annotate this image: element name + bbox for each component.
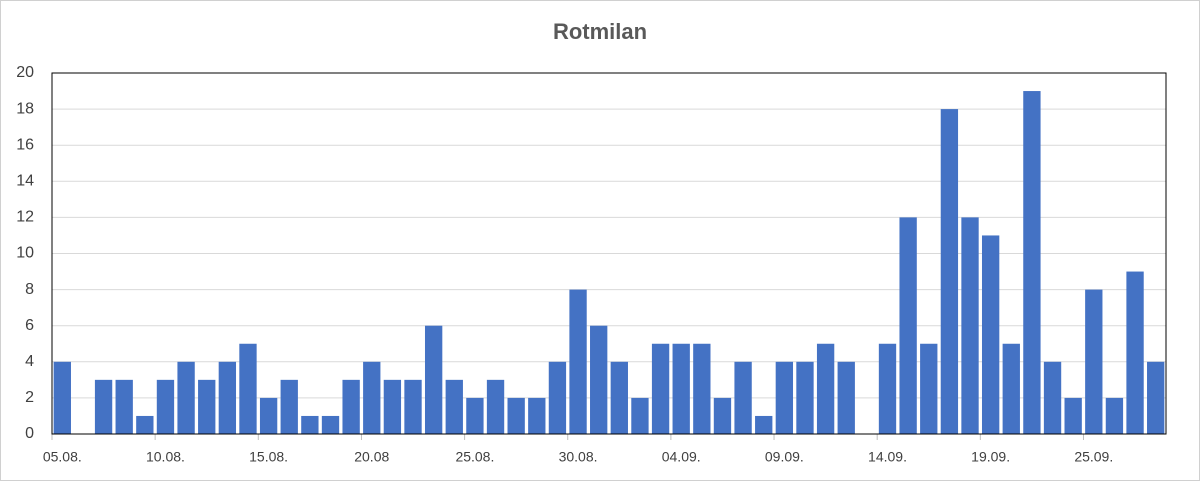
bar (693, 343, 711, 434)
x-tick-label: 20.08 (354, 449, 389, 465)
bar (1147, 361, 1165, 434)
bar (218, 361, 237, 434)
bar (383, 379, 402, 434)
bar (981, 235, 1000, 434)
bar (899, 217, 917, 434)
bar (198, 379, 216, 434)
bar (837, 361, 855, 434)
bar (280, 379, 298, 434)
bar (940, 109, 959, 434)
bar (301, 415, 319, 434)
bar (1002, 343, 1020, 434)
x-tick-label: 04.09. (662, 449, 701, 465)
x-tick-label: 30.08. (559, 449, 598, 465)
bar (239, 343, 257, 434)
bar (363, 361, 381, 434)
bar (610, 361, 628, 434)
y-tick-label: 10 (16, 245, 34, 262)
x-tick-label: 25.08. (455, 449, 494, 465)
bar (404, 379, 422, 434)
bar (1064, 397, 1082, 434)
bar (1105, 397, 1124, 434)
bar (713, 397, 732, 434)
y-tick-label: 0 (25, 425, 34, 442)
x-tick-label: 25.09. (1074, 449, 1113, 465)
bar (920, 343, 938, 434)
bar (590, 325, 608, 434)
y-tick-label: 18 (16, 100, 34, 117)
bar (342, 379, 360, 434)
bar (631, 397, 649, 434)
bar (878, 343, 897, 434)
bar (94, 379, 113, 434)
bar (1085, 289, 1103, 434)
y-tick-label: 12 (16, 209, 34, 226)
bar (136, 415, 154, 434)
bar (115, 379, 133, 434)
x-tick-label: 09.09. (765, 449, 804, 465)
bar (259, 397, 278, 434)
bar (548, 361, 567, 434)
bar (53, 361, 71, 434)
y-tick-label: 2 (25, 389, 34, 406)
y-tick-label: 20 (16, 64, 34, 81)
y-tick-label: 14 (16, 173, 34, 190)
chart-title: Rotmilan (553, 19, 647, 44)
bar (961, 217, 979, 434)
x-tick-label: 14.09. (868, 449, 907, 465)
x-tick-label: 15.08. (249, 449, 288, 465)
bar (156, 379, 175, 434)
bar (1126, 271, 1144, 434)
y-tick-label: 16 (16, 136, 34, 153)
bar (177, 361, 195, 434)
y-tick-label: 6 (25, 317, 34, 334)
bar (775, 361, 794, 434)
bar (734, 361, 752, 434)
bar (816, 343, 835, 434)
bar (486, 379, 505, 434)
bar (466, 397, 484, 434)
bar (507, 397, 525, 434)
bar (321, 415, 340, 434)
plot-border (51, 72, 1167, 435)
bar (1023, 91, 1041, 435)
bar (569, 289, 587, 434)
x-tick-label: 10.08. (146, 449, 185, 465)
bar (672, 343, 690, 434)
y-tick-label: 8 (25, 281, 34, 298)
bar (528, 397, 546, 434)
bar (796, 361, 814, 434)
bar (445, 379, 463, 434)
bar (651, 343, 670, 434)
x-tick-label: 19.09. (971, 449, 1010, 465)
y-tick-label: 4 (25, 353, 34, 370)
bar (755, 415, 773, 434)
bar (424, 325, 443, 434)
bar (1043, 361, 1062, 434)
x-tick-label: 05.08. (43, 449, 82, 465)
